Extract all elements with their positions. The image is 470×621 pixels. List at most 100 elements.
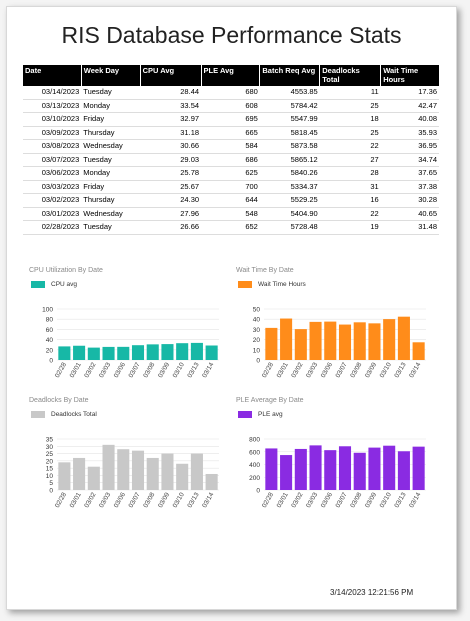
bar <box>309 445 322 490</box>
chart-legend: PLE avg <box>238 411 283 418</box>
table-cell: Tuesday <box>81 153 141 167</box>
legend-label: Wait Time Hours <box>258 281 306 288</box>
bar <box>294 329 307 360</box>
table-cell: 5547.99 <box>259 112 320 127</box>
table-cell: 16 <box>319 193 381 208</box>
y-tick-label: 800 <box>249 437 260 444</box>
bar <box>280 318 293 360</box>
bar <box>368 447 381 490</box>
table-cell: 42.47 <box>380 99 439 113</box>
y-tick-label: 40 <box>46 337 54 344</box>
x-tick-label: 03/06 <box>320 361 334 379</box>
table-cell: 700 <box>201 180 260 194</box>
bar <box>117 449 130 490</box>
bar <box>205 345 218 360</box>
table-cell: 22 <box>319 139 381 154</box>
table-cell: 5529.25 <box>259 193 320 208</box>
bar <box>161 344 174 360</box>
x-tick-label: 03/03 <box>305 361 319 379</box>
chart-title: Wait Time By Date <box>236 267 294 274</box>
table-cell: 11 <box>319 86 381 100</box>
table-cell: 03/06/2023 <box>23 166 82 181</box>
x-tick-label: 03/01 <box>276 361 290 379</box>
table-cell: 29.03 <box>140 153 202 167</box>
bar <box>73 345 86 360</box>
table-cell: Wednesday <box>81 207 141 221</box>
bar <box>131 450 145 490</box>
table-cell: 5334.37 <box>259 180 320 194</box>
x-tick-label: 03/14 <box>201 361 215 379</box>
table-cell: 02/28/2023 <box>23 220 82 235</box>
table-cell: 27 <box>319 153 381 167</box>
y-tick-label: 400 <box>249 462 260 469</box>
table-cell: 37.38 <box>380 180 439 194</box>
header-batch-req-avg: Batch Req Avg <box>259 65 321 86</box>
bar <box>146 344 159 360</box>
bar <box>338 446 352 490</box>
x-tick-label: 03/14 <box>408 491 422 509</box>
table-row: 03/08/2023 Wednesday 30.66 584 5873.58 22 36.9… <box>23 139 439 154</box>
bar <box>412 342 425 360</box>
table-cell: 30.28 <box>380 193 439 208</box>
table-cell: 28.44 <box>140 86 202 100</box>
table-cell: Tuesday <box>81 86 141 100</box>
y-tick-label: 5 <box>49 480 53 487</box>
table-cell: 25 <box>319 126 381 140</box>
table-cell: 28 <box>319 166 381 181</box>
y-tick-label: 15 <box>46 466 54 473</box>
bar <box>294 448 307 490</box>
table-cell: 32.97 <box>140 112 202 127</box>
x-tick-label: 03/10 <box>172 361 186 379</box>
table-row: 03/10/2023 Friday 32.97 695 5547.99 18 40.08 <box>23 112 439 127</box>
table-cell: 34.74 <box>380 153 439 167</box>
x-tick-label: 03/01 <box>69 361 83 379</box>
bar <box>190 342 203 360</box>
y-tick-label: 80 <box>46 317 54 324</box>
table-cell: 652 <box>201 220 260 235</box>
x-tick-label: 03/13 <box>186 491 200 509</box>
table-cell: 40.65 <box>380 207 439 221</box>
table-cell: 5784.42 <box>259 99 320 113</box>
bar <box>102 444 115 490</box>
y-tick-label: 30 <box>46 444 54 451</box>
bar <box>353 322 366 360</box>
header-date: Date <box>23 65 82 86</box>
table-cell: 27.96 <box>140 207 202 221</box>
y-tick-label: 0 <box>256 488 260 495</box>
legend-swatch <box>31 281 45 288</box>
y-tick-label: 200 <box>249 475 260 482</box>
table-cell: 18 <box>319 112 381 127</box>
table-cell: Monday <box>81 166 141 181</box>
table-cell: 26.66 <box>140 220 202 235</box>
x-tick-label: 03/13 <box>186 361 200 379</box>
table-cell: 5840.26 <box>259 166 320 181</box>
table-cell: Monday <box>81 99 141 113</box>
wait-time-chart: Wait Time By Date Wait Time Hours 0 10 20 3… <box>236 267 441 387</box>
x-tick-label: 03/07 <box>128 361 142 379</box>
x-tick-label: 03/14 <box>408 361 422 379</box>
x-tick-label: 03/02 <box>290 491 304 509</box>
bar <box>368 323 381 360</box>
table-cell: 5865.12 <box>259 153 320 167</box>
x-tick-label: 03/09 <box>364 361 378 379</box>
report-page: RIS Database Performance Stats Date Week… <box>6 6 457 610</box>
chart-legend: Wait Time Hours <box>238 281 306 288</box>
x-tick-label: 03/10 <box>172 491 186 509</box>
table-cell: 03/08/2023 <box>23 139 82 154</box>
x-tick-label: 03/10 <box>379 491 393 509</box>
bar <box>190 453 203 490</box>
table-row: 03/09/2023 Thursday 31.18 665 5818.45 25 35.93 <box>23 126 439 140</box>
table-cell: 548 <box>201 207 260 221</box>
table-cell: 30.66 <box>140 139 202 154</box>
x-tick-label: 02/28 <box>54 491 68 509</box>
table-cell: 19 <box>319 220 381 235</box>
table-cell: 695 <box>201 112 260 127</box>
legend-label: PLE avg <box>258 411 283 418</box>
table-row: 03/14/2023 Tuesday 28.44 680 4553.85 11 17.36 <box>23 86 439 100</box>
table-cell: 36.95 <box>380 139 439 154</box>
y-tick-label: 0 <box>49 488 53 495</box>
table-cell: 31.18 <box>140 126 202 140</box>
x-tick-label: 02/28 <box>54 361 68 379</box>
x-tick-label: 03/07 <box>335 361 349 379</box>
x-tick-label: 03/09 <box>364 491 378 509</box>
